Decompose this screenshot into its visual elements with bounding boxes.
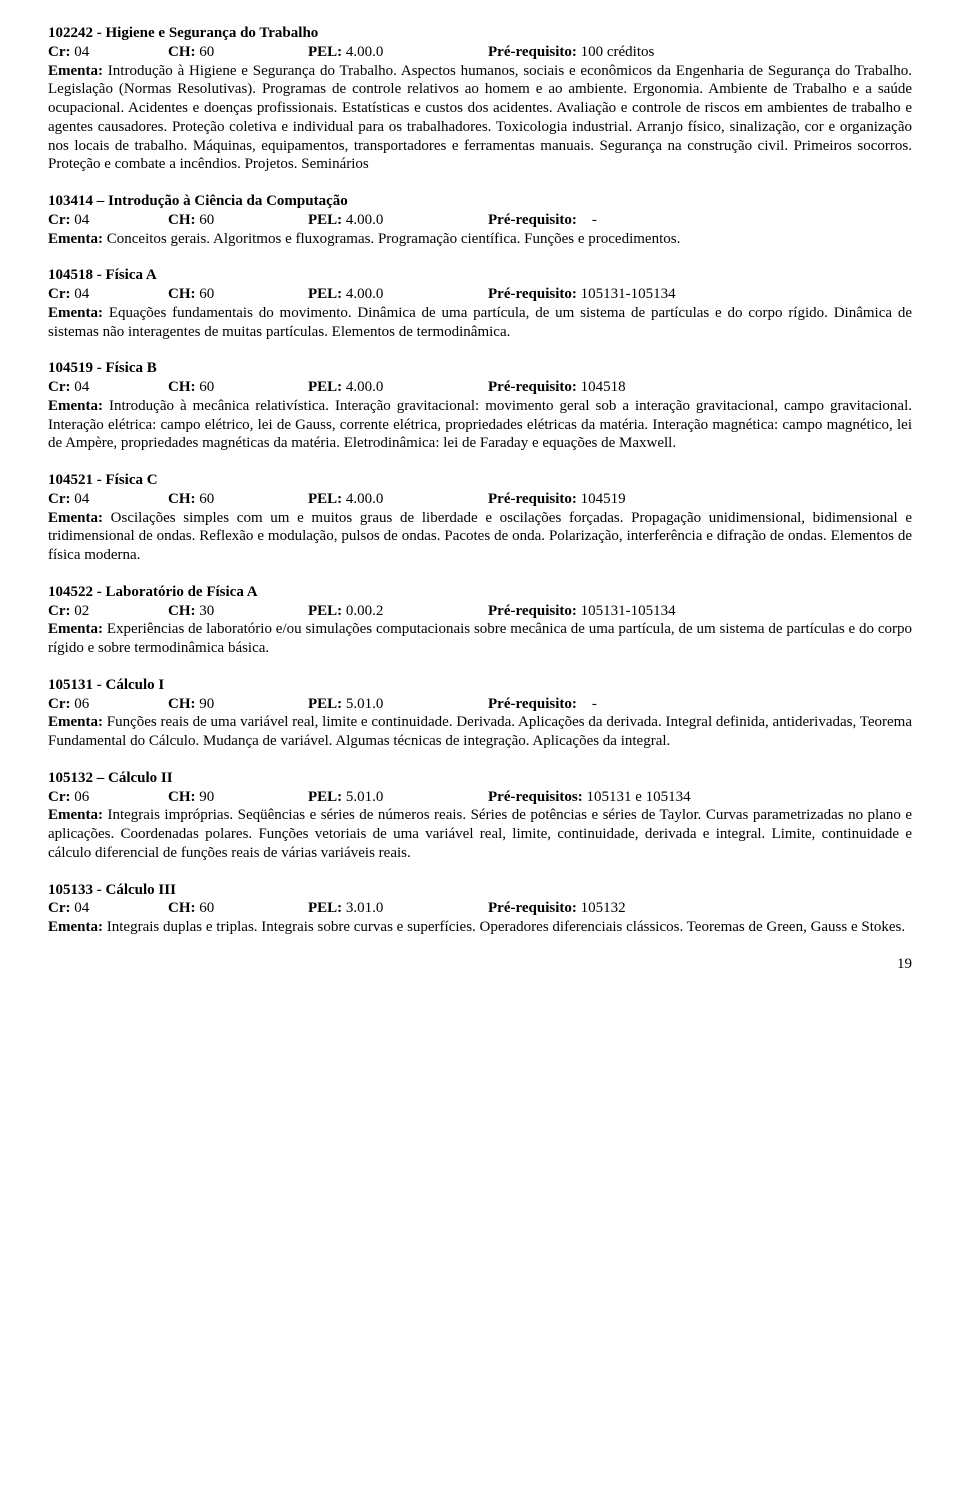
- course-pel: PEL: 0.00.2: [308, 602, 488, 621]
- course-ementa: Ementa: Funções reais de uma variável re…: [48, 713, 912, 751]
- course-credits: Cr: 06: [48, 695, 168, 714]
- course-pel: PEL: 4.00.0: [308, 211, 488, 230]
- course-title: 105132 – Cálculo II: [48, 769, 912, 788]
- course-credits: Cr: 04: [48, 285, 168, 304]
- course-hours: CH: 60: [168, 490, 308, 509]
- course-block: 105133 - Cálculo IIICr: 04CH: 60PEL: 3.0…: [48, 881, 912, 937]
- course-pel: PEL: 4.00.0: [308, 285, 488, 304]
- course-meta: Cr: 06CH: 90PEL: 5.01.0Pré-requisito: -: [48, 695, 912, 714]
- course-block: 102242 - Higiene e Segurança do Trabalho…: [48, 24, 912, 174]
- course-pel: PEL: 4.00.0: [308, 378, 488, 397]
- course-pel: PEL: 3.01.0: [308, 899, 488, 918]
- course-ementa: Ementa: Integrais duplas e triplas. Inte…: [48, 918, 912, 937]
- course-pel: PEL: 5.01.0: [308, 788, 488, 807]
- course-title: 103414 – Introdução à Ciência da Computa…: [48, 192, 912, 211]
- course-hours: CH: 30: [168, 602, 308, 621]
- ementa-label: Ementa:: [48, 807, 107, 823]
- course-title: 104522 - Laboratório de Física A: [48, 583, 912, 602]
- course-block: 104518 - Física ACr: 04CH: 60PEL: 4.00.0…: [48, 266, 912, 341]
- ementa-text: Introdução à mecânica relativística. Int…: [48, 398, 912, 452]
- course-meta: Cr: 02CH: 30PEL: 0.00.2Pré-requisito: 10…: [48, 602, 912, 621]
- course-meta: Cr: 04CH: 60PEL: 3.01.0Pré-requisito: 10…: [48, 899, 912, 918]
- course-prereq: Pré-requisito: 100 créditos: [488, 43, 912, 62]
- course-pel: PEL: 4.00.0: [308, 490, 488, 509]
- ementa-text: Conceitos gerais. Algoritmos e fluxogram…: [107, 231, 681, 247]
- course-ementa: Ementa: Oscilações simples com um e muit…: [48, 509, 912, 565]
- course-credits: Cr: 04: [48, 43, 168, 62]
- ementa-label: Ementa:: [48, 63, 108, 79]
- ementa-text: Funções reais de uma variável real, limi…: [48, 714, 912, 749]
- ementa-text: Integrais duplas e triplas. Integrais so…: [107, 919, 905, 935]
- course-title: 102242 - Higiene e Segurança do Trabalho: [48, 24, 912, 43]
- course-title: 104519 - Física B: [48, 359, 912, 378]
- course-meta: Cr: 04CH: 60PEL: 4.00.0Pré-requisito: -: [48, 211, 912, 230]
- course-block: 105132 – Cálculo IICr: 06CH: 90PEL: 5.01…: [48, 769, 912, 863]
- ementa-text: Experiências de laboratório e/ou simulaç…: [48, 621, 912, 656]
- course-block: 104521 - Física CCr: 04CH: 60PEL: 4.00.0…: [48, 471, 912, 565]
- course-title: 105133 - Cálculo III: [48, 881, 912, 900]
- course-title: 104518 - Física A: [48, 266, 912, 285]
- course-ementa: Ementa: Experiências de laboratório e/ou…: [48, 620, 912, 658]
- course-hours: CH: 60: [168, 43, 308, 62]
- course-block: 104522 - Laboratório de Física ACr: 02CH…: [48, 583, 912, 658]
- course-prereq: Pré-requisito: 105132: [488, 899, 912, 918]
- ementa-text: Introdução à Higiene e Segurança do Trab…: [48, 63, 912, 173]
- course-hours: CH: 90: [168, 695, 308, 714]
- course-title: 104521 - Física C: [48, 471, 912, 490]
- course-ementa: Ementa: Conceitos gerais. Algoritmos e f…: [48, 230, 912, 249]
- course-prereq: Pré-requisito: 105131-105134: [488, 602, 912, 621]
- course-block: 103414 – Introdução à Ciência da Computa…: [48, 192, 912, 248]
- course-title: 105131 - Cálculo I: [48, 676, 912, 695]
- course-ementa: Ementa: Introdução à mecânica relativíst…: [48, 397, 912, 453]
- course-credits: Cr: 04: [48, 378, 168, 397]
- course-meta: Cr: 04CH: 60PEL: 4.00.0Pré-requisito: 10…: [48, 378, 912, 397]
- ementa-label: Ementa:: [48, 919, 107, 935]
- course-prereq: Pré-requisito: 104518: [488, 378, 912, 397]
- course-block: 104519 - Física BCr: 04CH: 60PEL: 4.00.0…: [48, 359, 912, 453]
- course-prereq: Pré-requisito: 105131-105134: [488, 285, 912, 304]
- course-pel: PEL: 5.01.0: [308, 695, 488, 714]
- ementa-label: Ementa:: [48, 510, 111, 526]
- ementa-label: Ementa:: [48, 231, 107, 247]
- course-credits: Cr: 06: [48, 788, 168, 807]
- course-ementa: Ementa: Equações fundamentais do movimen…: [48, 304, 912, 342]
- ementa-text: Oscilações simples com um e muitos graus…: [48, 510, 912, 564]
- course-hours: CH: 90: [168, 788, 308, 807]
- course-ementa: Ementa: Integrais impróprias. Seqüências…: [48, 806, 912, 862]
- course-credits: Cr: 04: [48, 899, 168, 918]
- course-hours: CH: 60: [168, 899, 308, 918]
- course-prereq: Pré-requisitos: 105131 e 105134: [488, 788, 912, 807]
- ementa-label: Ementa:: [48, 714, 107, 730]
- course-credits: Cr: 02: [48, 602, 168, 621]
- course-meta: Cr: 04CH: 60PEL: 4.00.0Pré-requisito: 10…: [48, 43, 912, 62]
- ementa-text: Integrais impróprias. Seqüências e série…: [48, 807, 912, 861]
- page-number: 19: [48, 955, 912, 974]
- course-meta: Cr: 04CH: 60PEL: 4.00.0Pré-requisito: 10…: [48, 285, 912, 304]
- course-prereq: Pré-requisito: -: [488, 695, 912, 714]
- course-hours: CH: 60: [168, 211, 308, 230]
- course-prereq: Pré-requisito: 104519: [488, 490, 912, 509]
- course-credits: Cr: 04: [48, 211, 168, 230]
- course-list: 102242 - Higiene e Segurança do Trabalho…: [48, 24, 912, 937]
- ementa-text: Equações fundamentais do movimento. Dinâ…: [48, 305, 912, 340]
- course-pel: PEL: 4.00.0: [308, 43, 488, 62]
- course-block: 105131 - Cálculo ICr: 06CH: 90PEL: 5.01.…: [48, 676, 912, 751]
- ementa-label: Ementa:: [48, 621, 107, 637]
- course-meta: Cr: 06CH: 90PEL: 5.01.0Pré-requisitos: 1…: [48, 788, 912, 807]
- course-hours: CH: 60: [168, 285, 308, 304]
- ementa-label: Ementa:: [48, 305, 109, 321]
- course-meta: Cr: 04CH: 60PEL: 4.00.0Pré-requisito: 10…: [48, 490, 912, 509]
- course-prereq: Pré-requisito: -: [488, 211, 912, 230]
- course-ementa: Ementa: Introdução à Higiene e Segurança…: [48, 62, 912, 175]
- course-hours: CH: 60: [168, 378, 308, 397]
- course-credits: Cr: 04: [48, 490, 168, 509]
- ementa-label: Ementa:: [48, 398, 109, 414]
